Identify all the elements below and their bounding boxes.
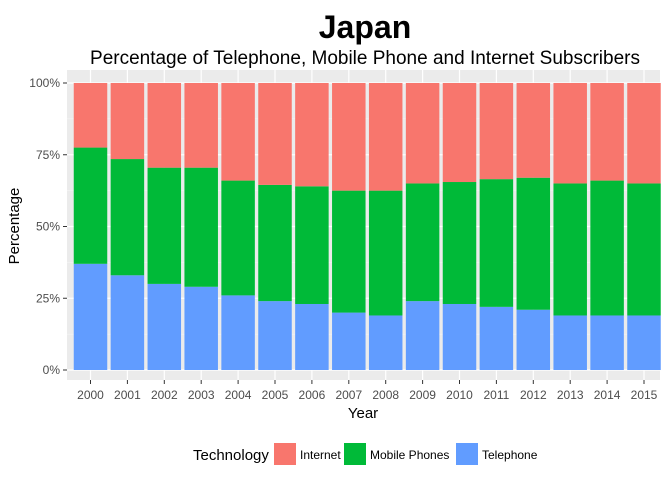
x-tick-label: 2002	[151, 388, 178, 402]
bar-mobile-phones-2000	[73, 147, 108, 264]
bar-internet-2012	[516, 83, 551, 178]
bar-internet-2004	[221, 83, 255, 181]
legend: Technology Internet Mobile Phones Telephon…	[193, 443, 538, 465]
bar-mobile-phones-2014	[590, 180, 624, 316]
bar-internet-2002	[147, 83, 182, 168]
y-tick-label: 25%	[36, 291, 60, 305]
legend-label-internet: Internet	[300, 448, 341, 462]
chart-title: Japan	[319, 9, 411, 45]
bar-mobile-phones-2003	[184, 167, 218, 287]
bar-telephone-2008	[368, 315, 403, 370]
x-tick-label: 2010	[446, 388, 473, 402]
bar-mobile-phones-2001	[110, 159, 145, 276]
x-tick-label: 2005	[262, 388, 289, 402]
x-tick-label: 2011	[483, 388, 509, 402]
x-tick-label: 2006	[299, 388, 326, 402]
y-tick-label: 100%	[29, 76, 60, 90]
bar-mobile-phones-2002	[147, 167, 182, 284]
bar-telephone-2006	[295, 303, 329, 370]
legend-key-internet	[274, 443, 296, 465]
bar-internet-2013	[553, 83, 587, 184]
bar-telephone-2011	[479, 306, 514, 370]
x-tick-label: 2015	[631, 388, 658, 402]
bar-telephone-2003	[184, 286, 218, 370]
x-tick-label: 2003	[188, 388, 215, 402]
y-tick-label: 75%	[36, 148, 60, 162]
bar-internet-2010	[442, 83, 477, 183]
bar-telephone-2015	[627, 315, 661, 370]
bar-mobile-phones-2013	[553, 183, 587, 316]
bar-internet-2015	[627, 83, 661, 184]
y-tick-label: 50%	[36, 220, 60, 234]
x-tick-label: 2012	[520, 388, 547, 402]
bar-internet-2001	[110, 83, 145, 160]
bar-mobile-phones-2008	[368, 190, 403, 316]
x-axis: 2000 2001 2002 2003 2004 2005 2006 2007 2008 2009…	[77, 380, 658, 402]
y-axis-title: Percentage	[6, 188, 23, 265]
bar-internet-2006	[295, 83, 329, 187]
x-tick-label: 2001	[114, 388, 141, 402]
x-tick-label: 2004	[225, 388, 252, 402]
x-tick-label: 2013	[557, 388, 584, 402]
chart-subtitle: Percentage of Telephone, Mobile Phone an…	[90, 48, 640, 69]
x-tick-label: 2009	[409, 388, 436, 402]
bar-internet-2011	[479, 83, 514, 180]
bar-telephone-2009	[405, 301, 440, 370]
bar-telephone-2005	[258, 301, 292, 370]
legend-label-telephone: Telephone	[482, 448, 538, 462]
bar-telephone-2004	[221, 295, 255, 370]
bar-internet-2008	[368, 83, 403, 191]
y-tick-label: 0%	[43, 363, 61, 377]
bar-telephone-2002	[147, 283, 182, 370]
bar-mobile-phones-2010	[442, 182, 477, 304]
bar-internet-2009	[405, 83, 440, 184]
bar-internet-2003	[184, 83, 218, 168]
y-axis: 0% 25% 50% 75% 100%	[29, 76, 67, 377]
x-tick-label: 2008	[372, 388, 399, 402]
bar-mobile-phones-2004	[221, 180, 255, 296]
legend-key-mobile-phones	[344, 443, 366, 465]
bar-telephone-2012	[516, 309, 551, 370]
bar-telephone-2001	[110, 275, 145, 370]
legend-key-telephone	[456, 443, 478, 465]
legend-title: Technology	[193, 447, 269, 464]
bar-telephone-2010	[442, 303, 477, 370]
bar-mobile-phones-2009	[405, 183, 440, 302]
bar-telephone-2013	[553, 315, 587, 370]
legend-label-mobile-phones: Mobile Phones	[370, 448, 449, 462]
bar-internet-2005	[258, 83, 292, 185]
bar-internet-2014	[590, 83, 624, 181]
bar-telephone-2007	[332, 312, 366, 370]
bar-mobile-phones-2011	[479, 179, 514, 307]
bar-mobile-phones-2012	[516, 177, 551, 310]
x-tick-label: 2007	[335, 388, 362, 402]
x-tick-label: 2014	[594, 388, 621, 402]
bar-mobile-phones-2006	[295, 186, 329, 304]
x-axis-title: Year	[348, 405, 378, 422]
bar-internet-2007	[332, 83, 366, 191]
x-tick-label: 2000	[77, 388, 104, 402]
bar-internet-2000	[73, 83, 108, 148]
bar-telephone-2000	[73, 263, 108, 370]
bar-mobile-phones-2007	[332, 190, 366, 313]
bar-mobile-phones-2005	[258, 184, 292, 302]
bar-mobile-phones-2015	[627, 183, 661, 316]
bar-telephone-2014	[590, 315, 624, 370]
bars	[73, 83, 661, 370]
